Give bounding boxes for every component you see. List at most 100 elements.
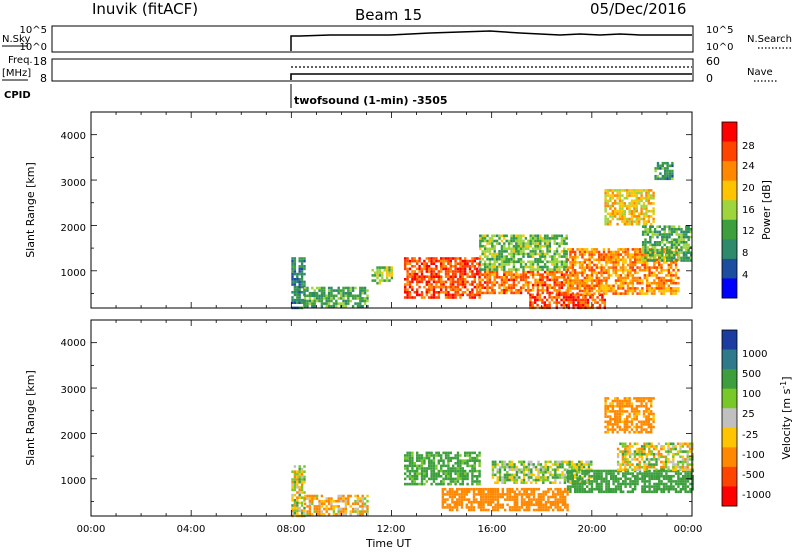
range-gate-cell: [366, 510, 369, 513]
range-gate-cell: [588, 279, 591, 282]
range-gate-cell: [359, 299, 362, 303]
range-gate-cell: [631, 287, 634, 290]
range-gate-cell: [602, 250, 606, 254]
range-gate-cell: [634, 253, 637, 256]
range-gate-cell: [617, 253, 620, 256]
range-gate-cell: [649, 228, 652, 231]
range-gate-cell: [505, 276, 508, 279]
range-gate-cell: [425, 467, 428, 470]
range-gate-cell: [488, 270, 492, 274]
range-gate-cell: [641, 487, 644, 491]
range-gate-cell: [548, 296, 551, 299]
range-gate-cell: [496, 468, 499, 471]
range-gate-cell: [313, 494, 316, 498]
range-gate-cell: [607, 289, 610, 293]
range-gate-cell: [650, 465, 653, 469]
range-gate-cell: [452, 270, 455, 273]
range-gate-cell: [577, 301, 580, 304]
range-gate-cell: [577, 303, 580, 307]
range-gate-cell: [298, 265, 301, 268]
range-gate-cell: [487, 500, 490, 504]
range-gate-cell: [607, 261, 610, 264]
range-gate-cell: [555, 289, 559, 292]
range-gate-cell: [628, 397, 631, 400]
range-gate-cell: [425, 267, 428, 271]
range-gate-cell: [507, 268, 511, 271]
range-gate-cell: [626, 204, 629, 208]
range-gate-cell: [464, 477, 467, 481]
range-gate-cell: [634, 263, 637, 267]
range-gate-cell: [425, 265, 428, 268]
range-gate-cell: [675, 243, 678, 247]
range-gate-cell: [543, 263, 547, 266]
range-gate-cell: [650, 425, 653, 429]
range-gate-cell: [413, 275, 416, 278]
range-gate-cell: [677, 228, 681, 231]
range-gate-cell: [430, 285, 433, 289]
range-gate-cell: [624, 447, 627, 451]
range-gate-cell: [598, 289, 601, 293]
range-gate-cell: [606, 428, 610, 431]
range-gate-cell: [456, 283, 460, 286]
range-gate-cell: [684, 490, 687, 494]
range-gate-cell: [619, 276, 622, 280]
range-gate-cell: [642, 217, 646, 221]
range-gate-cell: [327, 299, 331, 303]
range-gate-cell: [529, 265, 532, 269]
range-gate-cell: [480, 495, 483, 499]
range-gate-cell: [618, 204, 622, 208]
range-gate-cell: [423, 275, 426, 278]
range-gate-cell: [616, 212, 619, 216]
range-gate-cell: [468, 506, 471, 509]
range-gate-cell: [487, 508, 490, 512]
range-gate-cell: [325, 507, 328, 511]
range-gate-cell: [522, 244, 525, 248]
range-gate-cell: [621, 460, 625, 464]
range-gate-cell: [674, 452, 677, 456]
range-gate-cell: [291, 509, 294, 512]
range-gate-cell: [652, 202, 655, 205]
range-gate-cell: [531, 260, 535, 264]
range-gate-cell: [327, 502, 331, 506]
range-gate-cell: [465, 498, 468, 501]
range-gate-cell: [658, 276, 661, 280]
range-gate-cell: [636, 482, 639, 486]
range-gate-cell: [298, 509, 301, 512]
range-gate-cell: [510, 473, 514, 477]
range-gate-cell: [298, 288, 301, 291]
range-gate-cell: [598, 255, 601, 259]
range-gate-cell: [647, 397, 650, 400]
range-gate-cell: [663, 233, 666, 236]
colorbar-swatch: [722, 180, 737, 201]
range-gate-cell: [425, 288, 428, 291]
range-gate-cell: [574, 490, 577, 494]
range-gate-cell: [561, 460, 564, 464]
range-gate-cell: [464, 462, 467, 465]
range-gate-cell: [476, 283, 479, 286]
colorbar-swatch: [722, 447, 737, 468]
range-gate-cell: [449, 265, 452, 268]
range-gate-cell: [562, 293, 566, 297]
range-gate-cell: [420, 472, 424, 475]
range-gate-cell: [542, 478, 545, 482]
range-gate-cell: [623, 215, 626, 218]
range-gate-cell: [576, 261, 579, 264]
range-gate-cell: [481, 273, 484, 276]
range-gate-cell: [385, 274, 389, 277]
range-gate-cell: [529, 298, 532, 302]
range-gate-cell: [648, 485, 651, 488]
range-gate-cell: [456, 459, 460, 462]
range-gate-cell: [576, 255, 579, 259]
range-gate-cell: [677, 235, 681, 239]
range-gate-cell: [320, 289, 324, 292]
range-gate-cell: [573, 463, 576, 466]
range-gate-cell: [579, 298, 582, 302]
range-gate-cell: [320, 505, 324, 508]
range-gate-cell: [420, 467, 424, 470]
range-gate-cell: [606, 415, 610, 418]
range-gate-cell: [456, 288, 460, 291]
range-gate-cell: [448, 490, 452, 494]
range-gate-cell: [689, 490, 692, 494]
range-gate-cell: [576, 279, 579, 282]
range-gate-cell: [643, 276, 646, 280]
